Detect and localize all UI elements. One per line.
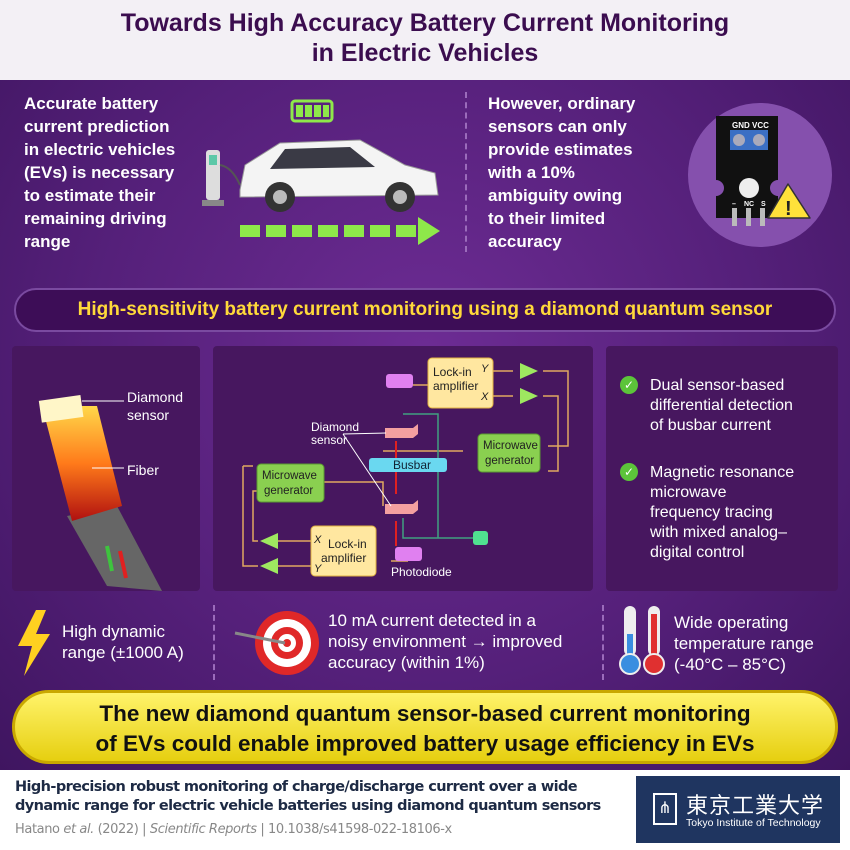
feature-temperature: Wide operating temperature range (-40°C – … xyxy=(674,613,814,674)
title-line-2: in Electric Vehicles xyxy=(311,39,539,67)
conclusion-line: of EVs could enable improved battery usa… xyxy=(95,731,755,756)
intro-text-right: However, ordinary sensors can only provi… xyxy=(488,92,635,253)
battery-icon xyxy=(290,99,334,123)
text-line: current prediction xyxy=(24,117,170,136)
text-line: with a 10% xyxy=(488,163,575,182)
text-line: remaining driving xyxy=(24,209,167,228)
gnd-label: GND xyxy=(732,121,750,130)
divider xyxy=(465,92,467,252)
svg-text:X: X xyxy=(313,534,322,546)
text-line: in electric vehicles xyxy=(24,140,176,159)
text-line: to their limited xyxy=(488,209,606,228)
arrow-icon xyxy=(240,217,440,245)
text-line: accuracy xyxy=(488,232,562,251)
intro-text-left: Accurate battery current prediction in e… xyxy=(24,92,175,253)
thermometer-icon xyxy=(619,606,665,675)
logo-english: Tokyo Institute of Technology xyxy=(686,817,821,829)
vcc-label: VCC xyxy=(752,121,769,130)
amplifier-icons xyxy=(520,363,538,404)
s-label: S xyxy=(761,201,766,208)
tokyo-tech-logo: ⋔ 東京工業大学 Tokyo Institute of Technology xyxy=(636,776,840,843)
svg-text:Lock-in: Lock-in xyxy=(328,537,367,551)
text-line: to estimate their xyxy=(24,186,156,205)
svg-text:generator: generator xyxy=(485,455,534,467)
diamond-sensor-icon xyxy=(38,395,84,423)
divider xyxy=(213,605,215,680)
svg-text:!: ! xyxy=(785,198,792,220)
svg-text:Diamond: Diamond xyxy=(311,420,359,434)
lockin-amplifier-top xyxy=(427,357,494,409)
svg-text:Lock-in: Lock-in xyxy=(433,365,472,379)
conclusion-line: The new diamond quantum sensor-based cur… xyxy=(99,701,751,726)
target-icon xyxy=(234,611,319,675)
lockin-amplifier-bottom xyxy=(310,525,377,577)
svg-text:Microwave: Microwave xyxy=(483,440,538,452)
text-line: range xyxy=(24,232,71,251)
citation: Hatano et al. (2022) | Scientific Report… xyxy=(15,822,452,837)
text-line: Accurate battery xyxy=(24,94,159,113)
svg-text:Y: Y xyxy=(481,363,489,375)
feature-text-1: Dual sensor-based differential detection o… xyxy=(650,377,793,434)
svg-text:amplifier: amplifier xyxy=(321,551,366,565)
busbar xyxy=(369,458,447,472)
svg-text:Microwave: Microwave xyxy=(262,470,317,482)
feature-text-2: Magnetic resonance microwave frequency tra… xyxy=(650,464,795,561)
conclusion-banner: The new diamond quantum sensor-based cur… xyxy=(12,690,838,764)
text-line: However, ordinary xyxy=(488,94,636,113)
charger-icon xyxy=(202,150,241,206)
logo-japanese: 東京工業大学 xyxy=(686,794,825,819)
photodiode-bottom xyxy=(395,547,422,561)
paper-title: High-precision robust monitoring of char… xyxy=(15,779,601,814)
ordinary-sensor-illustration: GND VCC – NC S ! xyxy=(688,103,832,247)
divider xyxy=(602,605,604,680)
text-line: provide estimates xyxy=(488,140,633,159)
car-icon xyxy=(239,139,439,212)
logo-emblem-icon: ⋔ xyxy=(653,793,677,825)
svg-text:Photodiode: Photodiode xyxy=(391,565,452,579)
diamond-sensor-top xyxy=(385,424,418,438)
svg-text:amplifier: amplifier xyxy=(433,379,478,393)
title-line-1: Towards High Accuracy Battery Current Mo… xyxy=(120,9,730,37)
diamond-sensor-bottom xyxy=(385,500,418,514)
microwave-generator-right xyxy=(477,433,541,473)
text-line: ambiguity owing xyxy=(488,186,623,205)
check-icon: ✓ xyxy=(620,376,638,394)
photodiode-top xyxy=(386,374,413,388)
feature-accuracy: 10 mA current detected in a noisy environ… xyxy=(328,611,563,672)
svg-text:sensor: sensor xyxy=(311,433,347,447)
microwave-generator-left xyxy=(256,463,325,503)
text-line: (EVs) is necessary xyxy=(24,163,175,182)
svg-text:Busbar: Busbar xyxy=(393,458,431,472)
nc-label: NC xyxy=(744,201,754,208)
lightning-icon xyxy=(18,610,50,676)
svg-text:X: X xyxy=(480,391,489,403)
svg-text:Y: Y xyxy=(314,563,322,575)
fiber-label: Fiber xyxy=(127,462,159,478)
warning-icon: ! xyxy=(767,183,811,220)
diamond-sensor-label: Diamond sensor xyxy=(127,389,184,423)
fiber-illustration xyxy=(38,395,162,591)
features-panel: ✓ Dual sensor-based differential detectio… xyxy=(606,346,838,591)
feature-dynamic-range: High dynamic range (±1000 A) xyxy=(62,622,184,662)
svg-text:generator: generator xyxy=(264,485,313,497)
title-bar: Towards High Accuracy Battery Current Mo… xyxy=(0,0,850,80)
fiber-sensor-panel: Diamond sensor Fiber xyxy=(12,346,200,591)
section-banner: High-sensitivity battery current monitor… xyxy=(14,288,836,332)
ev-car-illustration xyxy=(202,99,440,245)
minus-label: – xyxy=(732,201,736,208)
text-line: sensors can only xyxy=(488,117,627,136)
check-icon: ✓ xyxy=(620,463,638,481)
laser-source xyxy=(473,531,488,545)
